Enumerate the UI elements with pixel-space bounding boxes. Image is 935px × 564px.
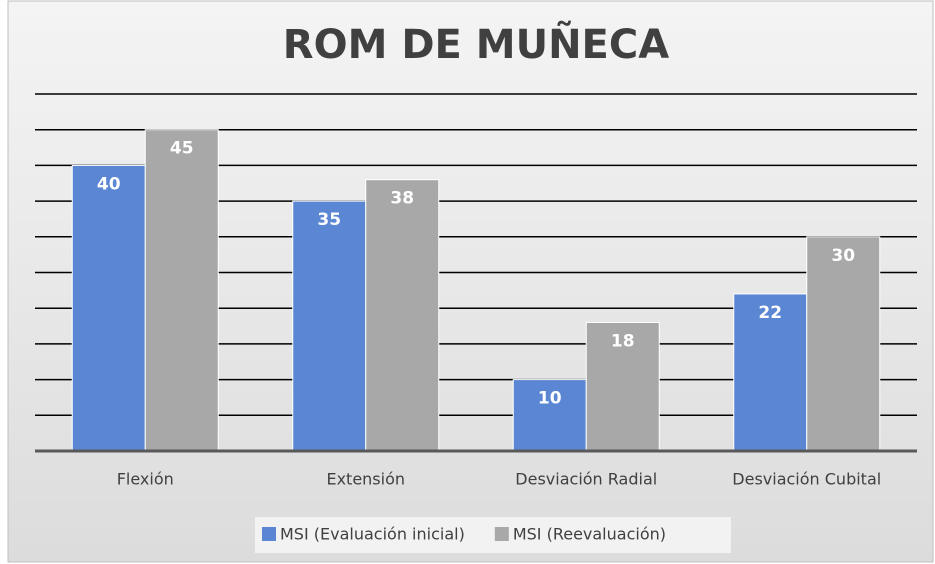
data-label: 38	[390, 189, 414, 209]
bar	[365, 179, 440, 452]
x-tick-label: Extensión	[326, 470, 405, 489]
bar	[806, 236, 881, 452]
bar	[292, 200, 367, 452]
data-label: 35	[317, 210, 341, 230]
legend-label: MSI (Evaluación inicial)	[280, 525, 465, 544]
x-tick-label: Desviación Radial	[515, 470, 657, 489]
data-label: 22	[758, 303, 782, 323]
bar	[585, 321, 660, 452]
data-label: 45	[170, 139, 194, 159]
data-label: 30	[831, 246, 855, 266]
chart-title: ROM DE MUÑECA	[283, 20, 669, 68]
data-label: 10	[538, 389, 562, 409]
x-tick-label: Desviación Cubital	[732, 470, 881, 489]
data-label: 40	[97, 174, 121, 194]
legend-swatch	[262, 527, 276, 541]
x-tick-label: Flexión	[117, 470, 174, 489]
legend-background	[255, 517, 731, 553]
bar	[144, 129, 219, 452]
legend-label: MSI (Reevaluación)	[513, 525, 666, 544]
legend-swatch	[494, 527, 509, 541]
data-label: 18	[611, 331, 635, 351]
bar	[71, 164, 146, 452]
